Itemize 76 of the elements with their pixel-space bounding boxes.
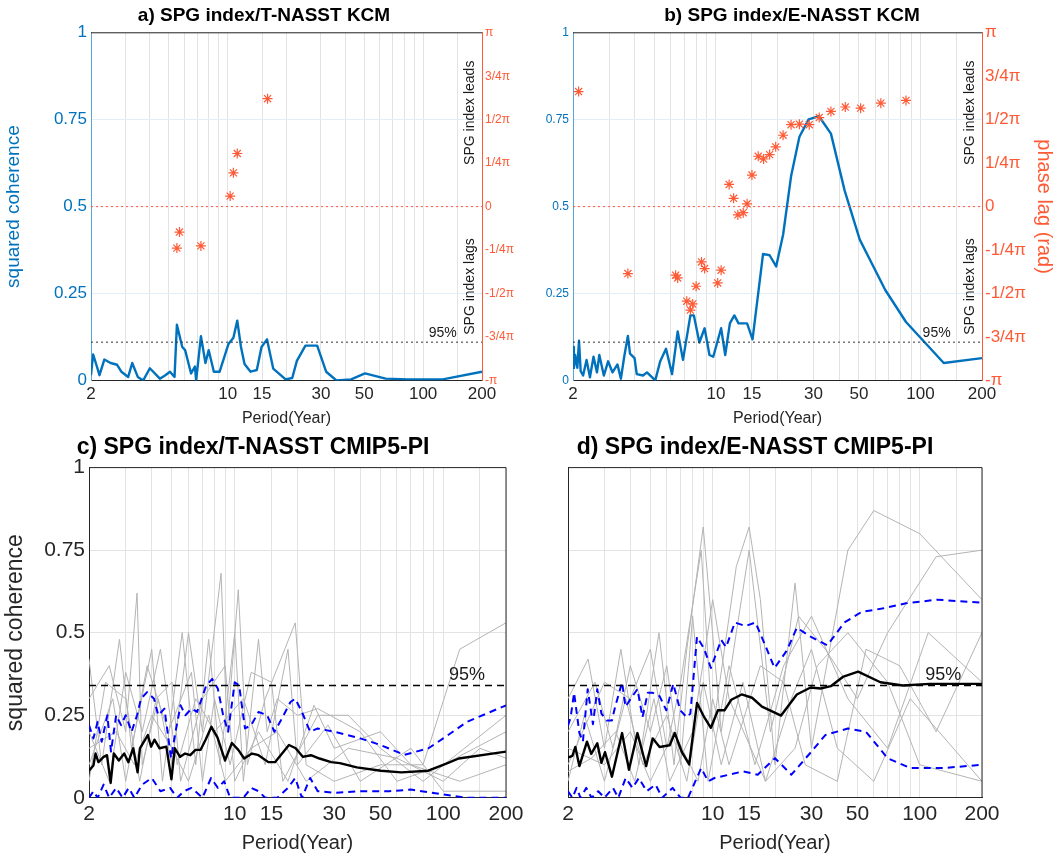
- y2-tick-label: -π: [485, 372, 498, 387]
- x-tick-label: 10: [218, 384, 238, 404]
- x-tick-label: 100: [408, 384, 438, 404]
- y-tick-label: 0.25: [545, 285, 570, 300]
- x-tick-label: 15: [737, 801, 761, 825]
- x-tick-label: 200: [964, 801, 1000, 825]
- x-tick-label: 100: [902, 801, 938, 825]
- y-axis-title: squared coherence: [1, 125, 23, 288]
- x-tick-label: 50: [849, 384, 869, 404]
- x-tick-label: 100: [425, 801, 461, 825]
- y2-tick-label: 0: [985, 196, 995, 216]
- y-tick-label: 1: [562, 25, 570, 40]
- x-tick-label: 30: [799, 801, 824, 825]
- y2-tick-label: 1/2π: [985, 109, 1021, 129]
- annotation: 95%: [925, 663, 962, 684]
- y-axis-title: squared coherence: [1, 534, 28, 732]
- y-tick-label: 0.25: [53, 283, 87, 303]
- x-tick-label: 50: [354, 384, 374, 404]
- y2-tick-label: -3/4π: [985, 326, 1027, 346]
- annotation: SPG index lags: [460, 238, 477, 335]
- annotation: 95%: [448, 663, 486, 684]
- y-tick-label: 0.5: [55, 619, 85, 643]
- y2-tick-label: 0: [485, 198, 492, 213]
- y2-tick-label: 1/4π: [985, 152, 1021, 172]
- y-tick-label: 0.75: [44, 536, 85, 560]
- x-axis-title: Period(Year): [241, 830, 354, 853]
- x-tick-label: 200: [488, 801, 524, 825]
- x-tick-label: 10: [701, 801, 725, 825]
- y2-tick-label: 1/4π: [485, 155, 510, 170]
- y-tick-label: 0.5: [552, 198, 570, 213]
- chart-title: d) SPG index/E-NASST CMIP5-PI: [576, 433, 934, 460]
- y-tick-label: 0: [73, 784, 85, 808]
- x-tick-label: 2: [568, 384, 578, 404]
- chart-title: b) SPG index/E-NASST KCM: [664, 3, 920, 25]
- x-tick-label: 50: [368, 801, 393, 825]
- annotation: SPG index leads: [960, 60, 977, 165]
- y2-tick-label: -1/4π: [485, 242, 514, 257]
- x-axis-title: Period(Year): [719, 830, 831, 853]
- x-tick-label: 2: [562, 801, 574, 825]
- x-tick-label: 30: [322, 801, 346, 825]
- annotation: 95%: [428, 324, 457, 341]
- x-tick-label: 30: [311, 384, 331, 404]
- x-tick-label: 15: [259, 801, 284, 825]
- y2-tick-label: 3/4π: [985, 65, 1021, 85]
- y2-tick-label: π: [485, 25, 494, 40]
- x-axis-title: Period(Year): [241, 408, 332, 426]
- x-tick-label: 30: [804, 384, 823, 404]
- x-tick-label: 15: [742, 384, 762, 404]
- y2-tick-label: 3/4π: [485, 68, 510, 83]
- x-tick-label: 10: [706, 384, 726, 404]
- y-tick-label: 0: [77, 370, 87, 390]
- y2-axis-title: phase lag (rad): [1034, 139, 1056, 274]
- x-tick-label: 2: [83, 801, 95, 825]
- y-tick-label: 0.5: [63, 196, 87, 216]
- annotation: SPG index leads: [460, 60, 477, 165]
- x-tick-label: 2: [86, 384, 96, 404]
- x-tick-label: 50: [845, 801, 870, 825]
- y-tick-label: 0.75: [545, 112, 570, 127]
- y-tick-label: 0.75: [53, 109, 87, 129]
- annotation: SPG index lags: [960, 238, 977, 335]
- annotation: 95%: [922, 324, 951, 341]
- y2-tick-label: 1/2π: [485, 112, 510, 127]
- x-tick-label: 100: [906, 384, 935, 404]
- x-axis-title: Period(Year): [732, 408, 823, 426]
- y2-tick-label: -1/2π: [985, 283, 1027, 303]
- y2-tick-label: -1/2π: [485, 285, 514, 300]
- y-tick-label: 0.25: [44, 702, 85, 726]
- y-tick-label: 1: [77, 22, 87, 42]
- y2-tick-label: -3/4π: [485, 329, 514, 344]
- y2-tick-label: -1/4π: [985, 239, 1027, 259]
- chart-title: a) SPG index/T-NASST KCM: [137, 3, 391, 25]
- x-tick-label: 200: [467, 384, 497, 404]
- x-tick-label: 10: [223, 801, 247, 825]
- y-tick-label: 0: [562, 372, 570, 387]
- y2-tick-label: π: [985, 22, 997, 42]
- x-tick-label: 15: [252, 384, 272, 404]
